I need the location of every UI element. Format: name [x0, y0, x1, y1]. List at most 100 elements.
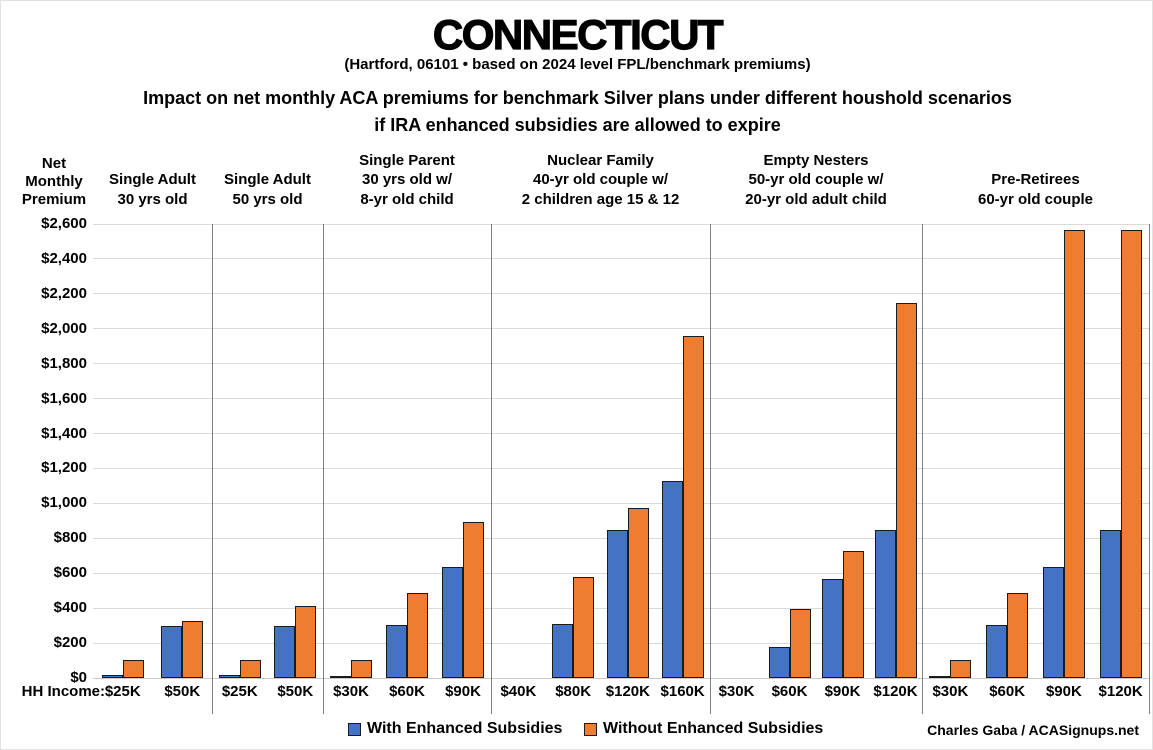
income-label: $90K	[445, 683, 481, 700]
bar-with-subsidies	[874, 530, 896, 678]
legend-label-with-subsidies: With Enhanced Subsidies	[367, 720, 563, 737]
y-axis-title: Net Monthly Premium	[21, 155, 87, 208]
credit-text: Charles Gaba / ACASignups.net	[927, 722, 1139, 738]
bar-with-subsidies	[218, 674, 240, 678]
bar-with-subsidies	[1099, 530, 1121, 678]
bar-with-subsidies	[101, 674, 123, 678]
income-label: $50K	[277, 683, 314, 700]
bar-with-subsidies	[606, 530, 628, 678]
group-separator-line	[212, 224, 213, 714]
group-header: Nuclear Family 40-yr old couple w/ 2 chi…	[521, 151, 680, 208]
bar-without-subsidies	[122, 659, 144, 678]
gridline	[93, 433, 1149, 435]
group-separator-line	[922, 224, 923, 714]
income-label: $30K	[932, 683, 969, 700]
income-label: $60K	[389, 683, 425, 700]
income-label: $60K	[989, 683, 1026, 700]
group-header: Single Adult 50 yrs old	[224, 171, 311, 208]
y-axis-tick-label: $1,600	[41, 389, 87, 407]
bar-with-subsidies	[929, 676, 951, 678]
gridline	[93, 677, 1149, 679]
y-axis-tick-label: $2,600	[41, 215, 87, 232]
bar-with-subsidies	[386, 624, 407, 678]
bar-with-subsidies	[552, 623, 574, 678]
bar-with-subsidies	[330, 676, 351, 678]
gridline	[93, 467, 1149, 469]
x-axis-title: HH Income:	[21, 683, 105, 700]
group-header: Single Adult 30 yrs old	[109, 171, 196, 208]
bar-without-subsidies	[295, 606, 317, 678]
income-label: $25K	[104, 683, 141, 700]
bar-without-subsidies	[463, 521, 484, 678]
income-label: $90K	[824, 683, 861, 700]
y-axis-tick-label: $2,200	[41, 284, 87, 302]
y-axis-tick-label: $1,400	[41, 424, 87, 442]
bar-with-subsidies	[1042, 567, 1064, 678]
group-header: Pre-Retirees 60-yr old couple	[977, 171, 1094, 208]
gridline	[93, 223, 1149, 225]
chart-title: CONNECTICUT	[432, 10, 724, 58]
group-separator-line	[323, 224, 324, 714]
bar-without-subsidies	[950, 659, 972, 678]
bar-without-subsidies	[895, 303, 917, 678]
gridline	[93, 293, 1149, 295]
bar-without-subsidies	[1120, 230, 1142, 678]
income-label: $160K	[660, 683, 705, 700]
bar-with-subsidies	[986, 624, 1008, 678]
income-label: $90K	[1045, 683, 1082, 700]
gridline	[93, 398, 1149, 400]
group-separator-line	[710, 224, 711, 714]
bar-without-subsidies	[182, 621, 204, 678]
y-axis-tick-label: $1,200	[41, 459, 87, 477]
bar-with-subsidies	[821, 579, 843, 678]
chart-description-line2: if IRA enhanced subsidies are allowed to…	[374, 115, 781, 135]
y-axis-tick-label: $0	[70, 669, 87, 686]
income-label: $30K	[333, 683, 369, 700]
gridline	[93, 328, 1149, 330]
gridline	[93, 363, 1149, 365]
legend-swatch-without-subsidies	[584, 723, 597, 736]
group-header: Single Parent 30 yrs old w/ 8-yr old chi…	[359, 151, 455, 208]
chart-subtitle: (Hartford, 06101 • based on 2024 level F…	[344, 56, 811, 73]
y-axis-tick-label: $200	[53, 634, 87, 652]
y-axis-tick-label: $400	[53, 599, 87, 617]
income-label: $120K	[873, 683, 918, 700]
income-label: $120K	[605, 683, 650, 700]
bar-without-subsidies	[627, 507, 649, 678]
income-label: $40K	[500, 683, 537, 700]
y-axis-tick-label: $2,000	[41, 319, 87, 337]
legend-label-without-subsidies: Without Enhanced Subsidies	[603, 720, 824, 737]
income-label: $50K	[164, 683, 201, 700]
bar-with-subsidies	[768, 647, 790, 678]
bar-without-subsidies	[573, 576, 595, 678]
y-axis-tick-label: $2,400	[41, 249, 87, 267]
group-header: Empty Nesters 50-yr old couple w/ 20-yr …	[745, 151, 887, 208]
bar-without-subsidies	[1063, 230, 1085, 678]
y-axis-tick-label: $1,800	[41, 354, 87, 372]
bar-without-subsidies	[1007, 593, 1029, 678]
bar-without-subsidies	[407, 593, 428, 678]
group-separator-line	[491, 224, 492, 714]
y-axis-tick-label: $800	[53, 529, 87, 547]
y-axis-tick-label: $1,000	[41, 494, 87, 512]
income-label: $60K	[771, 683, 808, 700]
group-separator-line	[1149, 224, 1150, 714]
bar-with-subsidies	[442, 567, 463, 678]
legend-swatch-with-subsidies	[348, 723, 361, 736]
income-label: $25K	[221, 683, 258, 700]
bar-with-subsidies	[274, 626, 296, 678]
bar-without-subsidies	[842, 550, 864, 678]
bar-without-subsidies	[351, 659, 372, 678]
chart-description-line1: Impact on net monthly ACA premiums for b…	[143, 88, 1012, 108]
gridline	[93, 258, 1149, 260]
gridline	[93, 502, 1149, 504]
bar-with-subsidies	[661, 480, 683, 678]
bar-without-subsidies	[789, 609, 811, 678]
income-label: $120K	[1098, 683, 1143, 700]
bar-without-subsidies	[239, 659, 261, 678]
income-label: $30K	[718, 683, 755, 700]
bar-with-subsidies	[161, 626, 183, 678]
y-axis-tick-label: $600	[53, 564, 87, 582]
income-label: $80K	[555, 683, 592, 700]
